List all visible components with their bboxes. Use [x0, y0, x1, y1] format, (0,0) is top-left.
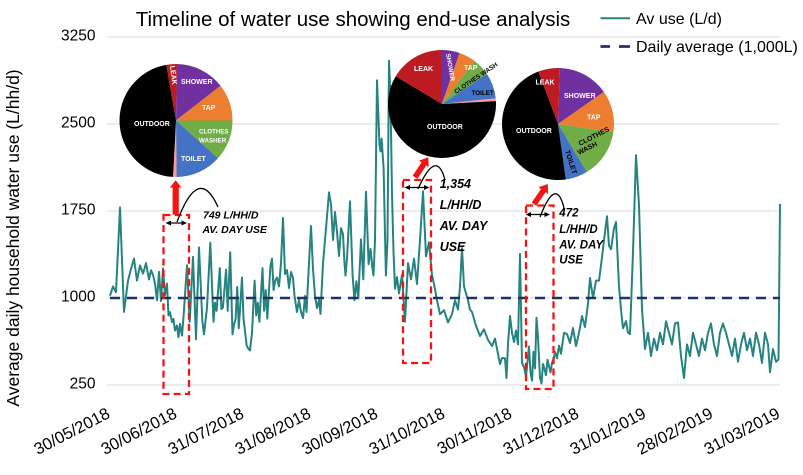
svg-text:AV. DAY: AV. DAY [439, 219, 489, 233]
svg-text:OUTDOOR: OUTDOOR [427, 124, 463, 131]
svg-text:250: 250 [70, 376, 96, 393]
svg-text:USE: USE [440, 240, 466, 254]
svg-text:Av use (L/d): Av use (L/d) [636, 11, 722, 28]
svg-text:LEAK: LEAK [168, 65, 177, 85]
svg-text:TAP: TAP [464, 65, 478, 72]
svg-text:TOILET: TOILET [181, 156, 206, 163]
svg-text:USE: USE [559, 255, 583, 267]
svg-text:1,354: 1,354 [440, 177, 471, 191]
svg-text:LEAK: LEAK [414, 66, 433, 73]
svg-text:TAP: TAP [587, 115, 601, 122]
svg-text:3250: 3250 [61, 28, 96, 45]
svg-text:SHOWER: SHOWER [181, 79, 213, 86]
svg-text:WASHER: WASHER [199, 138, 227, 145]
svg-text:SHOWER: SHOWER [564, 93, 596, 100]
svg-text:TAP: TAP [202, 105, 216, 112]
svg-text:AV. DAY: AV. DAY [558, 240, 604, 252]
svg-text:2500: 2500 [61, 115, 96, 132]
svg-text:LEAK: LEAK [536, 80, 555, 87]
svg-text:Timeline of water use showing: Timeline of water use showing end-use an… [136, 8, 571, 31]
svg-text:SHOWER: SHOWER [444, 53, 456, 82]
svg-text:TOILET: TOILET [472, 90, 494, 97]
svg-text:OUTDOOR: OUTDOOR [516, 128, 552, 135]
svg-text:AV. DAY USE: AV. DAY USE [202, 224, 268, 236]
svg-text:1000: 1000 [61, 289, 96, 306]
svg-text:Average daily household water: Average daily household water use (L/hh/… [3, 69, 23, 406]
svg-text:OUTDOOR: OUTDOOR [134, 121, 170, 128]
svg-text:Daily average (1,000L): Daily average (1,000L) [636, 39, 798, 56]
svg-text:L/HH/D: L/HH/D [559, 224, 597, 236]
svg-text:L/HH/D: L/HH/D [440, 198, 482, 212]
svg-text:CLOTHES: CLOTHES [199, 129, 229, 136]
svg-text:749 L/HH/D: 749 L/HH/D [203, 210, 259, 222]
svg-text:472: 472 [558, 208, 579, 220]
svg-text:1750: 1750 [61, 202, 96, 219]
